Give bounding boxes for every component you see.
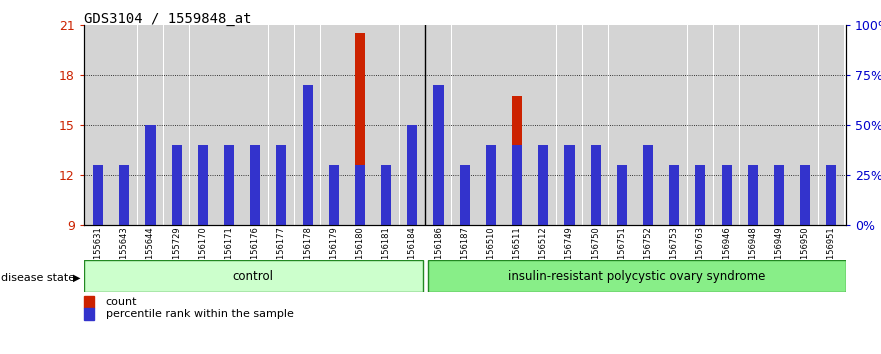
Bar	[486, 145, 496, 225]
Bar	[427, 260, 846, 292]
Bar	[530, 25, 556, 225]
Bar	[302, 85, 313, 225]
Text: disease state: disease state	[1, 273, 75, 283]
Bar	[635, 25, 661, 225]
Bar	[722, 183, 731, 225]
Bar	[774, 165, 784, 225]
Bar	[84, 260, 423, 292]
Bar	[277, 145, 286, 225]
Bar	[643, 171, 653, 225]
Bar	[695, 196, 706, 225]
Bar	[452, 25, 478, 225]
Text: percentile rank within the sample: percentile rank within the sample	[106, 309, 293, 319]
Text: insulin-resistant polycystic ovary syndrome: insulin-resistant polycystic ovary syndr…	[508, 270, 766, 282]
Bar	[216, 25, 242, 225]
Bar	[224, 178, 234, 225]
Bar	[321, 25, 346, 225]
Bar	[198, 145, 208, 225]
Text: control: control	[233, 270, 274, 282]
Bar	[748, 165, 758, 225]
Bar	[145, 125, 156, 225]
Bar	[329, 178, 339, 225]
Text: ▶: ▶	[73, 273, 81, 283]
Bar	[347, 25, 373, 225]
Bar	[800, 218, 811, 225]
Bar	[687, 25, 714, 225]
Bar	[381, 176, 391, 225]
Bar	[433, 85, 443, 225]
Bar	[740, 25, 766, 225]
Bar	[583, 25, 609, 225]
Bar	[538, 196, 548, 225]
Bar	[512, 145, 522, 225]
Bar	[557, 25, 582, 225]
Bar	[302, 156, 313, 225]
Bar	[198, 175, 208, 225]
Bar	[670, 165, 679, 225]
Bar	[643, 145, 653, 225]
Bar	[93, 165, 103, 225]
Bar	[538, 145, 548, 225]
Bar	[590, 145, 601, 225]
Bar	[119, 192, 130, 225]
Bar	[504, 25, 530, 225]
Bar	[250, 180, 260, 225]
Bar	[670, 196, 679, 225]
Bar	[460, 165, 470, 225]
Bar	[190, 25, 216, 225]
Bar	[426, 25, 451, 225]
Bar	[565, 205, 574, 225]
Bar	[93, 205, 103, 225]
Bar	[172, 173, 181, 225]
Bar	[766, 25, 792, 225]
Bar	[407, 182, 418, 225]
Bar	[714, 25, 739, 225]
Text: count: count	[106, 297, 137, 307]
Bar	[800, 165, 811, 225]
Bar	[748, 183, 758, 225]
Bar	[295, 25, 321, 225]
Bar	[85, 25, 111, 225]
Bar	[277, 195, 286, 225]
Bar	[609, 25, 634, 225]
Bar	[374, 25, 399, 225]
Bar	[242, 25, 268, 225]
Bar	[407, 125, 418, 225]
Bar	[137, 25, 163, 225]
Bar	[590, 176, 601, 225]
Bar	[433, 115, 443, 225]
Bar	[119, 165, 130, 225]
Bar	[269, 25, 294, 225]
Bar	[478, 25, 504, 225]
Bar	[818, 25, 844, 225]
Bar	[355, 33, 365, 225]
Bar	[617, 165, 627, 225]
Bar	[164, 25, 189, 225]
Bar	[512, 96, 522, 225]
Bar	[826, 165, 836, 225]
Bar	[250, 145, 260, 225]
Bar	[695, 165, 706, 225]
Bar	[381, 165, 391, 225]
Text: GDS3104 / 1559848_at: GDS3104 / 1559848_at	[84, 12, 251, 27]
Bar	[172, 145, 181, 225]
Bar	[355, 165, 365, 225]
Bar	[112, 25, 137, 225]
Bar	[662, 25, 687, 225]
Bar	[617, 218, 627, 225]
Bar	[792, 25, 818, 225]
Bar	[460, 200, 470, 225]
Bar	[145, 220, 156, 225]
Bar	[399, 25, 426, 225]
Bar	[329, 165, 339, 225]
Bar	[565, 145, 574, 225]
Bar	[722, 165, 731, 225]
Bar	[486, 203, 496, 225]
Bar	[826, 176, 836, 225]
Bar	[224, 145, 234, 225]
Bar	[774, 195, 784, 225]
